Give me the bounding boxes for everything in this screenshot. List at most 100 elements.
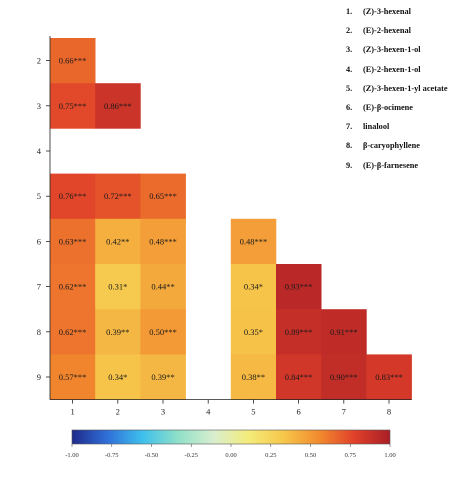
heatmap-cell	[95, 354, 141, 400]
x-tick-label: 1	[70, 407, 74, 417]
legend-label: (E)-2-hexenal	[363, 26, 411, 36]
legend-num: 5.	[346, 83, 353, 93]
x-tick-label: 5	[251, 407, 255, 417]
heatmap-cell	[140, 218, 186, 265]
heatmap-cell	[321, 354, 367, 400]
legend-item-7: 7. linalool	[346, 117, 474, 136]
cell-value-label: 0.35*	[244, 327, 263, 337]
legend-num: 9.	[346, 160, 353, 170]
legend-num: 2.	[346, 26, 353, 36]
heatmap-cell	[95, 309, 141, 355]
heatmap-cell	[230, 218, 277, 265]
y-tick-label: 7	[37, 282, 41, 292]
legend-item-4: 4. (E)-2-hexen-1-ol	[346, 60, 474, 79]
cell-value-label: 0.39**	[106, 327, 129, 337]
x-tick-label: 8	[387, 407, 391, 417]
y-tick-label: 5	[37, 191, 41, 201]
y-tick-label: 3	[37, 101, 41, 111]
legend-label: linalool	[363, 122, 390, 132]
legend-item-9: 9. (E)-β-farnesene	[346, 156, 474, 175]
cell-value-label: 0.90***	[330, 372, 358, 382]
legend-num: 1.	[346, 7, 353, 16]
legend-num: 4.	[346, 64, 353, 74]
y-tick-label: 6	[37, 236, 41, 246]
colorbar	[71, 429, 391, 445]
heatmap-cell	[276, 309, 322, 355]
cell-value-label: 0.42**	[106, 236, 129, 246]
x-tick-label: 3	[161, 407, 165, 417]
legend-label: (Z)-3-hexen-1-yl acetate	[363, 83, 448, 93]
cell-value-label: 0.50***	[149, 327, 177, 337]
heatmap-cell	[95, 218, 141, 265]
x-tick-label: 6	[296, 407, 300, 417]
legend-num: 8.	[346, 141, 353, 151]
heatmap-cell	[50, 83, 96, 129]
legend-label: (Z)-3-hexen-1-ol	[363, 45, 421, 55]
cell-value-label: 0.84***	[285, 372, 313, 382]
colorbar-tick-label: 0.75	[345, 452, 356, 459]
heatmap-cell	[50, 38, 96, 84]
colorbar-tick-label: 0.00	[225, 452, 236, 459]
legend-label: (E)-β-ocimene	[363, 102, 413, 112]
colorbar-tick-label: 0.50	[305, 452, 316, 459]
legend-num: 3.	[346, 45, 353, 55]
cell-value-label: 0.63***	[59, 236, 87, 246]
heatmap-cell	[95, 264, 141, 310]
legend-item-1: 1. (Z)-3-hexenal	[346, 2, 474, 21]
x-tick-label: 2	[116, 407, 120, 417]
heatmap-cell	[50, 309, 96, 355]
x-tick-label: 7	[342, 407, 346, 417]
y-tick-label: 4	[37, 146, 42, 156]
cell-value-label: 0.31*	[108, 282, 127, 292]
cell-value-label: 0.44**	[151, 282, 174, 292]
colorbar-tick-label: 0.25	[265, 452, 276, 459]
cell-value-label: 0.83***	[375, 372, 403, 382]
legend-item-5: 5. (Z)-3-hexen-1-yl acetate	[346, 79, 474, 98]
legend-label: β-caryophyllene	[363, 141, 420, 151]
legend-item-8: 8. β-caryophyllene	[346, 136, 474, 155]
cell-value-label: 0.48***	[149, 236, 177, 246]
legend-label: (E)-2-hexen-1-ol	[363, 64, 421, 74]
heatmap-cell	[140, 264, 186, 310]
cell-value-label: 0.38**	[242, 372, 265, 382]
legend-label: (E)-β-farnesene	[363, 160, 419, 170]
legend-item-6: 6. (E)-β-ocimene	[346, 98, 474, 117]
heatmap-cell	[50, 218, 96, 265]
cell-value-label: 0.62***	[59, 282, 87, 292]
heatmap-cell	[50, 354, 96, 400]
heatmap-cell	[95, 173, 141, 220]
legend-num: 7.	[346, 122, 353, 132]
compound-legend: 1. (Z)-3-hexenal 2. (E)-2-hexenal 3. (Z)-3-…	[346, 2, 474, 175]
heatmap-cell	[230, 264, 277, 310]
colorbar-tick-label: -1.00	[65, 452, 79, 459]
legend-num: 6.	[346, 102, 353, 112]
heatmap-cell	[366, 354, 412, 400]
heatmap-cell	[50, 264, 96, 310]
heatmap-cell	[50, 173, 96, 220]
y-tick-label: 9	[37, 372, 41, 382]
colorbar-tick-label: -0.50	[145, 452, 159, 459]
heatmap-cell	[230, 354, 277, 400]
cell-value-label: 0.34*	[244, 282, 263, 292]
x-tick-label: 4	[206, 407, 211, 417]
cell-value-label: 0.93***	[285, 282, 313, 292]
cell-value-label: 0.39**	[151, 372, 174, 382]
cell-value-label: 0.91***	[330, 327, 358, 337]
cell-value-label: 0.57***	[59, 372, 87, 382]
y-tick-label: 2	[37, 56, 41, 66]
heatmap-cell	[276, 354, 322, 400]
colorbar-tick-label: -0.25	[184, 452, 198, 459]
cell-value-label: 0.48***	[240, 236, 268, 246]
legend-item-3: 3. (Z)-3-hexen-1-ol	[346, 40, 474, 59]
cell-value-label: 0.86***	[104, 101, 132, 111]
legend-item-2: 2. (E)-2-hexenal	[346, 21, 474, 40]
cell-value-label: 0.75***	[59, 101, 87, 111]
heatmap-cell	[230, 309, 277, 355]
cell-value-label: 0.65***	[149, 191, 177, 201]
cell-value-label: 0.72***	[104, 191, 132, 201]
cell-value-label: 0.34*	[108, 372, 127, 382]
legend-label: (Z)-3-hexenal	[363, 7, 411, 16]
heatmap-cell	[140, 309, 186, 355]
y-tick-label: 8	[37, 327, 41, 337]
